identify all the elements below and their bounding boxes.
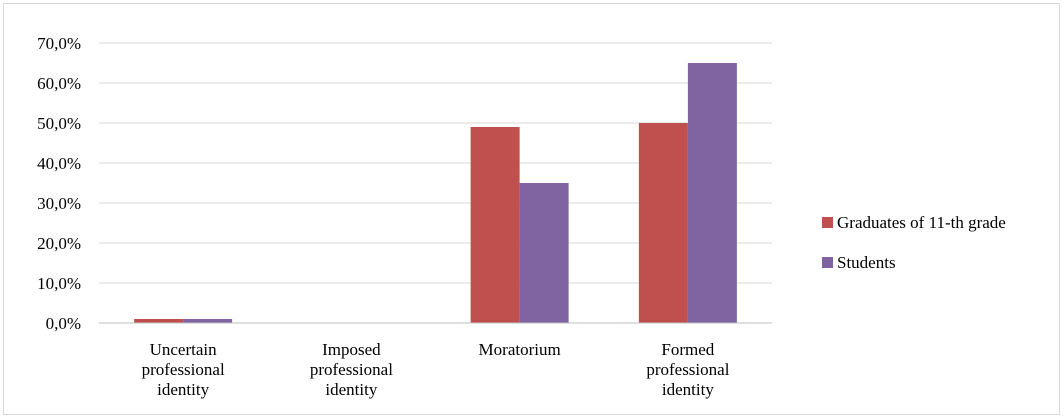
y-tick-label: 60,0% [37, 74, 81, 93]
legend-swatch [822, 257, 833, 268]
y-tick-label: 50,0% [37, 114, 81, 133]
y-tick-label: 40,0% [37, 154, 81, 173]
x-tick-label: Moratorium [479, 340, 561, 359]
bar [687, 63, 737, 323]
x-tick-label: Imposed professional identity [310, 340, 393, 399]
x-tick-label: Formed professional identity [646, 340, 729, 399]
legend-swatch [822, 217, 833, 228]
x-axis: Uncertain professional identity Imposed prof… [99, 322, 772, 399]
legend-label: Students [837, 253, 896, 272]
y-tick-label: 10,0% [37, 274, 81, 293]
y-tick-label: 20,0% [37, 234, 81, 253]
bar [134, 319, 184, 323]
legend: Graduates of 11-th grade Students [822, 213, 1006, 272]
bar [183, 319, 233, 323]
bar [638, 123, 688, 323]
y-tick-label: 30,0% [37, 194, 81, 213]
y-tick-label: 0,0% [46, 314, 81, 333]
legend-label: Graduates of 11-th grade [837, 213, 1006, 232]
bars [134, 63, 737, 323]
x-tick-label: Uncertain professional identity [142, 340, 225, 399]
bar [470, 127, 520, 323]
bar [519, 183, 569, 323]
y-tick-label: 70,0% [37, 34, 81, 53]
y-axis: 0,0% 10,0% 20,0% 30,0% 40,0% 50,0% 60,0% 70,0% [37, 34, 81, 333]
